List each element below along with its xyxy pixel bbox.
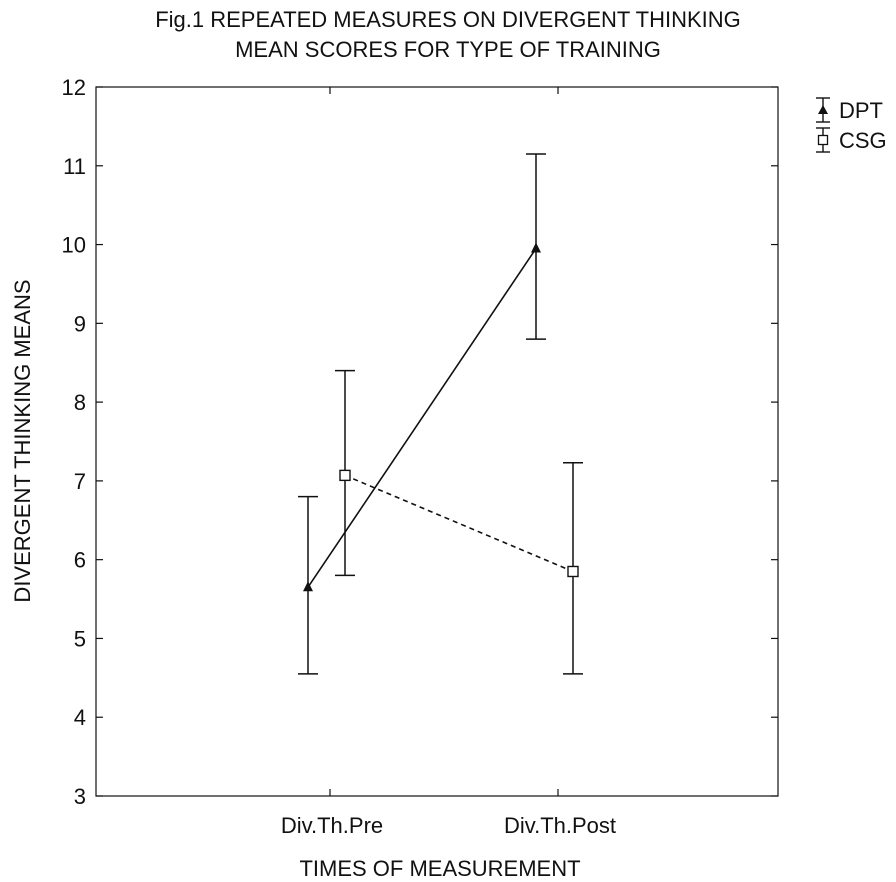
y-tick-label: 4 xyxy=(74,705,86,730)
legend-marker-csg xyxy=(817,134,829,146)
legend-item-dpt: DPT xyxy=(816,97,883,123)
x-axis: Div.Th.Pre Div.Th.Post xyxy=(281,87,616,838)
y-tick-label: 10 xyxy=(62,233,86,258)
y-tick-label: 8 xyxy=(74,390,86,415)
x-axis-label: TIMES OF MEASUREMENT xyxy=(299,856,580,881)
x-tick-label: Div.Th.Post xyxy=(504,813,616,838)
y-tick-label: 6 xyxy=(74,548,86,573)
series-dpt xyxy=(298,153,546,675)
data-point-dpt xyxy=(303,581,313,592)
series-line-dpt xyxy=(307,248,537,588)
legend-item-csg: CSG xyxy=(816,127,887,153)
series-line-csg xyxy=(344,474,574,573)
series-layer xyxy=(298,153,583,675)
legend-label-dpt: DPT xyxy=(839,98,883,123)
legend-marker-dpt xyxy=(818,105,828,114)
y-tick-label: 7 xyxy=(74,469,86,494)
y-axis: 3 4 5 6 7 8 9 10 11 12 xyxy=(62,75,778,809)
x-tick-label: Div.Th.Pre xyxy=(281,813,383,838)
y-tick-label: 3 xyxy=(74,784,86,809)
y-tick-label: 5 xyxy=(74,626,86,651)
chart-title-line-2: MEAN SCORES FOR TYPE OF TRAINING xyxy=(235,37,661,62)
chart-title-line-1: Fig.1 REPEATED MEASURES ON DIVERGENT THI… xyxy=(155,7,741,32)
data-point-dpt xyxy=(531,242,541,253)
y-tick-label: 12 xyxy=(62,75,86,100)
legend-label-csg: CSG xyxy=(839,128,887,153)
y-axis-label: DIVERGENT THINKING MEANS xyxy=(10,279,35,602)
legend: DPT CSG xyxy=(816,97,887,153)
y-tick-label: 11 xyxy=(63,154,86,179)
data-point-csg xyxy=(567,565,579,578)
series-csg xyxy=(335,369,583,675)
data-point-csg xyxy=(339,469,351,482)
plot-area-frame xyxy=(95,86,779,797)
y-tick-label: 9 xyxy=(74,311,86,336)
